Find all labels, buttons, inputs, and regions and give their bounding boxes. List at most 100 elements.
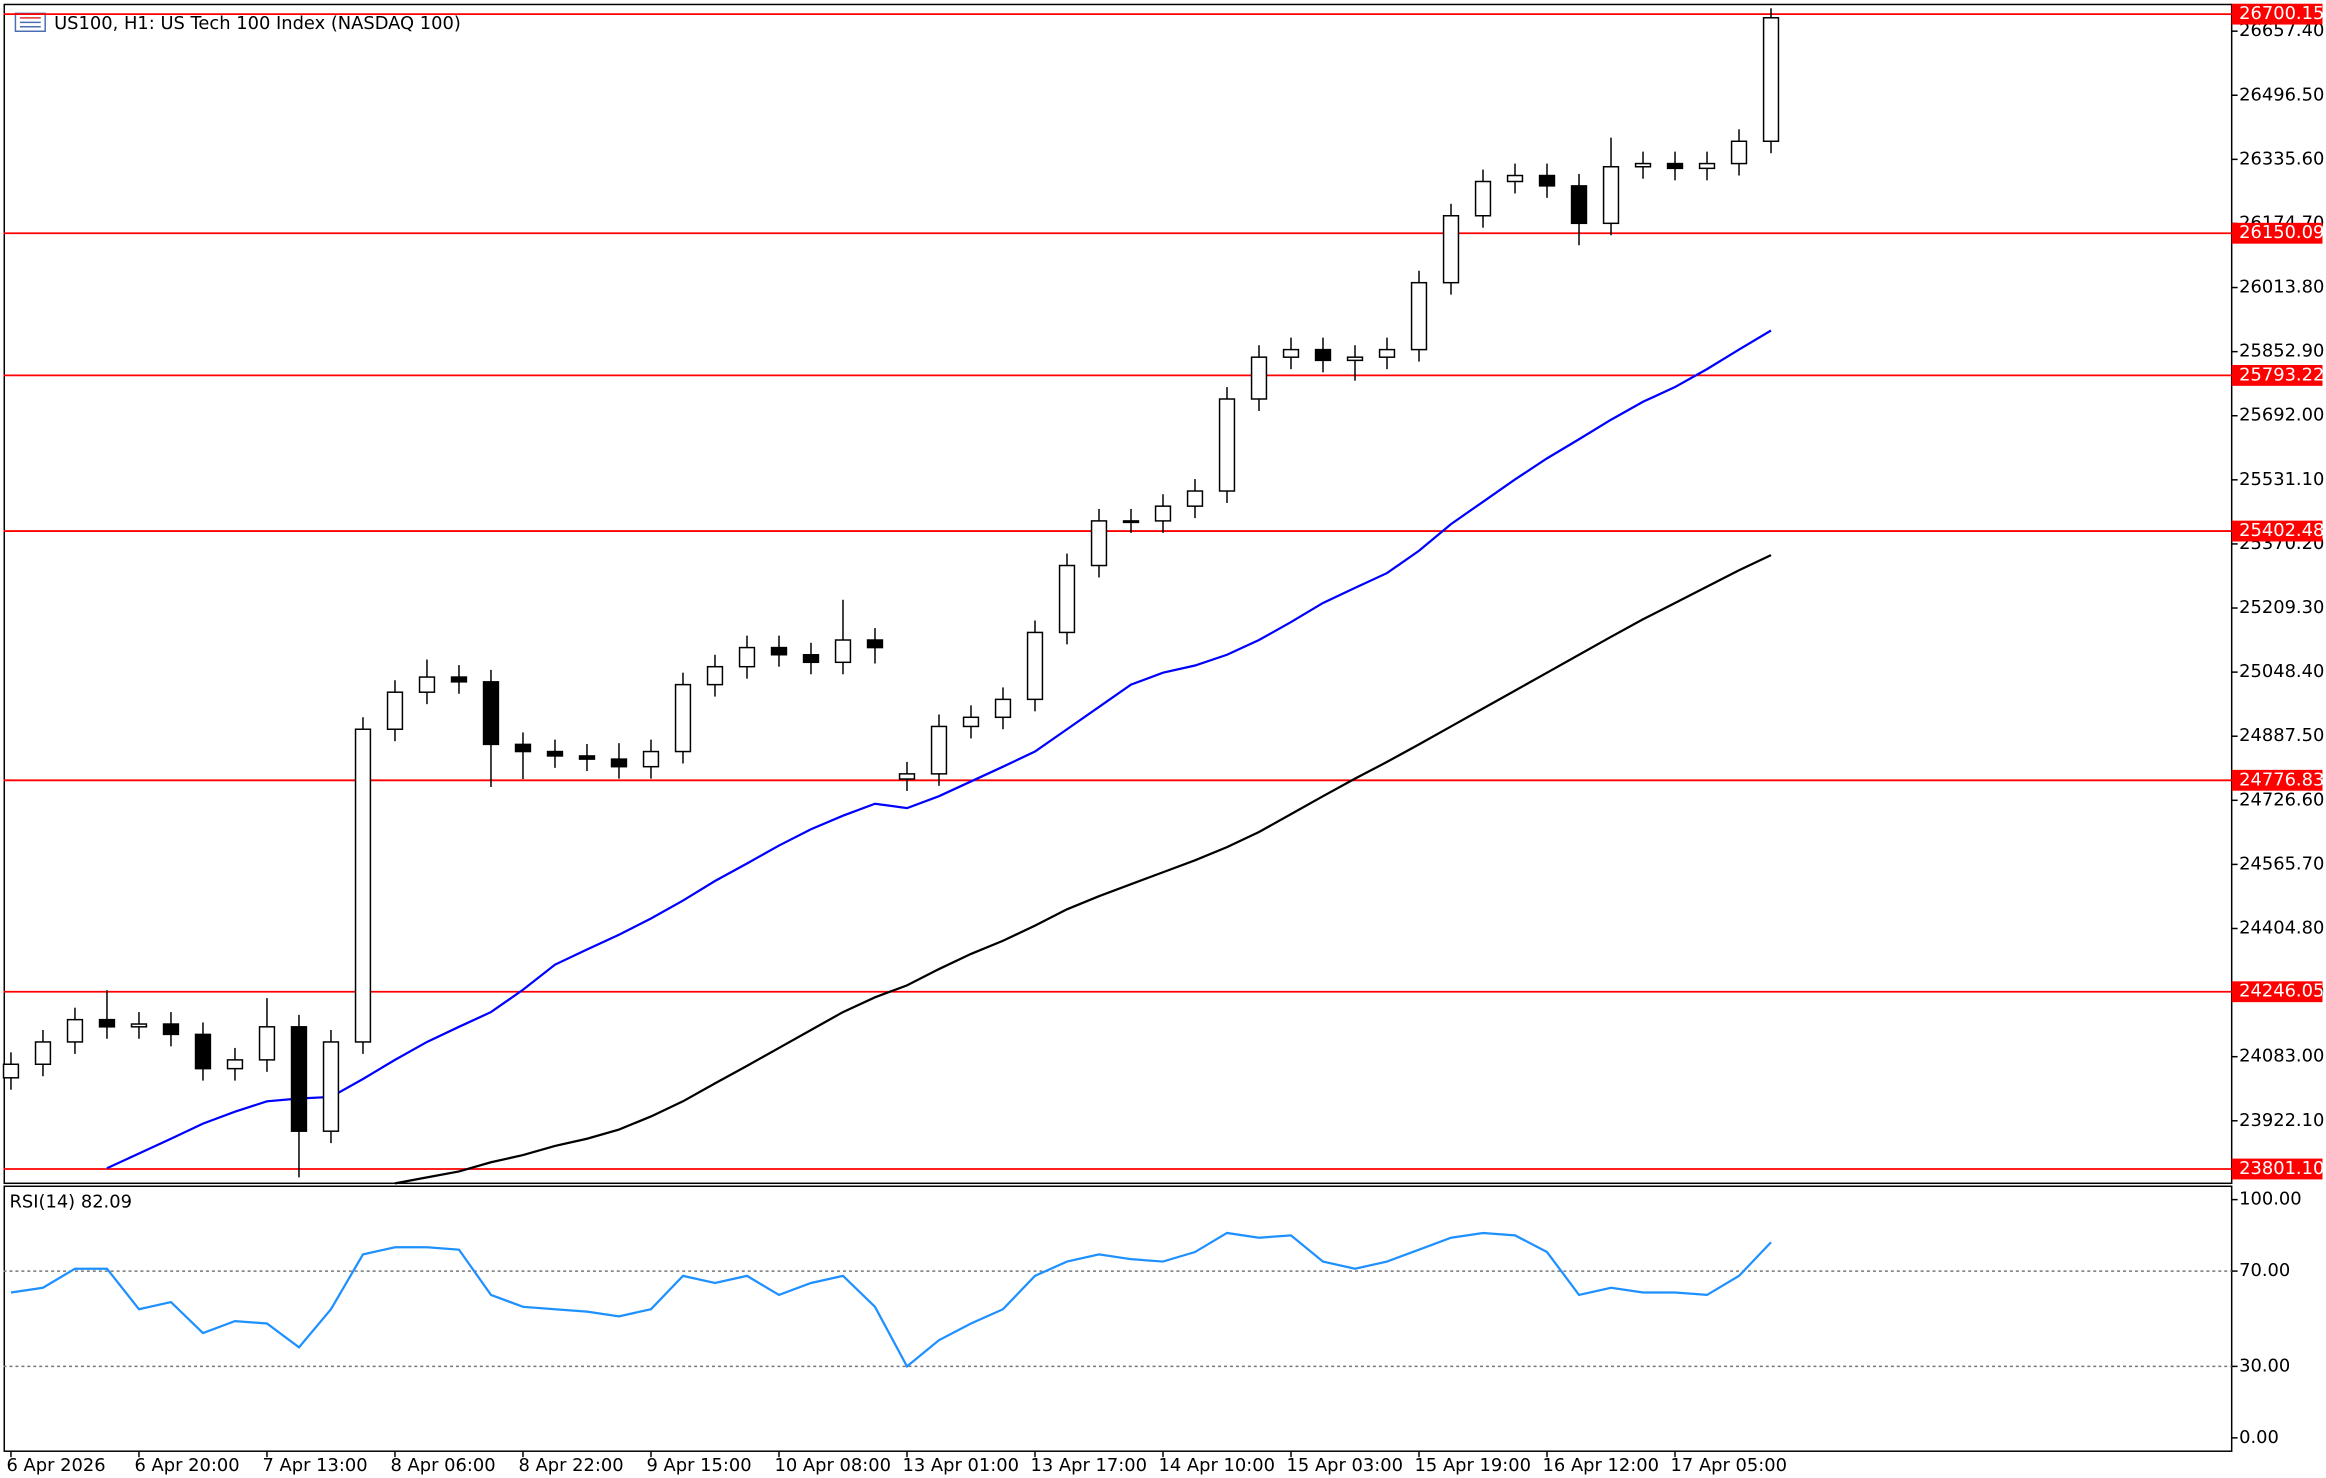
levels xyxy=(3,13,2232,1170)
y-tick-label: 24565.70 xyxy=(2239,853,2324,874)
candle-body xyxy=(1666,162,1684,170)
x-tick-label: 14 Apr 10:00 xyxy=(1159,1455,1275,1476)
symbol-icon xyxy=(14,12,46,33)
candle-body xyxy=(738,646,756,668)
level-tag xyxy=(2231,769,2323,791)
x-tick-label: 8 Apr 06:00 xyxy=(391,1455,496,1476)
rsi-panel xyxy=(3,1185,2233,1452)
candle-body xyxy=(162,1023,180,1036)
candle-body xyxy=(866,639,884,649)
level-tag xyxy=(2231,3,2323,25)
candle-body xyxy=(1506,174,1524,183)
rsi-y-tick-label: 0.00 xyxy=(2239,1427,2279,1448)
x-tick-label: 15 Apr 03:00 xyxy=(1287,1455,1403,1476)
y-tick-label: 26013.80 xyxy=(2239,277,2324,298)
y-tick-label: 24404.80 xyxy=(2239,918,2324,939)
candle-body xyxy=(1442,215,1460,284)
candle-body xyxy=(1314,348,1332,362)
candle-body xyxy=(578,755,596,760)
x-tick-label: 9 Apr 15:00 xyxy=(647,1455,752,1476)
candle-body xyxy=(1602,166,1620,225)
y-tick-label: 25531.10 xyxy=(2239,469,2324,490)
candle-body xyxy=(34,1041,52,1066)
candle-body xyxy=(418,676,436,693)
level-label: 23801.10 xyxy=(2239,1158,2324,1179)
candle-body xyxy=(546,750,564,757)
candle-body xyxy=(962,716,980,728)
candle-body xyxy=(66,1018,84,1043)
candle-body xyxy=(226,1059,244,1070)
candle-body xyxy=(674,683,692,753)
candle-body xyxy=(1538,174,1556,187)
candle-body xyxy=(1474,180,1492,217)
x-tick-label: 17 Apr 05:00 xyxy=(1671,1455,1787,1476)
y-tick-label: 24726.60 xyxy=(2239,789,2324,810)
candle-body xyxy=(1186,490,1204,507)
candle-body xyxy=(770,646,788,656)
candle-body xyxy=(194,1033,212,1070)
candle-body xyxy=(1090,520,1108,567)
x-tick-label: 15 Apr 19:00 xyxy=(1415,1455,1531,1476)
level-label: 25793.22 xyxy=(2239,364,2324,385)
candle-body xyxy=(386,691,404,730)
candle-body xyxy=(1410,281,1428,351)
candle-body xyxy=(1378,348,1396,358)
x-tick-label: 8 Apr 22:00 xyxy=(519,1455,624,1476)
level-tag xyxy=(2231,1158,2323,1180)
candle-body xyxy=(450,676,468,683)
candle-body xyxy=(322,1041,340,1132)
candle-body xyxy=(834,639,852,664)
x-tick-label: 13 Apr 01:00 xyxy=(903,1455,1019,1476)
x-tick-label: 13 Apr 17:00 xyxy=(1031,1455,1147,1476)
candle-body xyxy=(2,1063,20,1079)
candle-body xyxy=(130,1023,148,1028)
moving-average xyxy=(106,329,1772,1170)
candle-body xyxy=(802,654,820,664)
candle-body xyxy=(1730,140,1748,165)
level-label: 25402.48 xyxy=(2239,520,2324,541)
candle-body xyxy=(642,750,660,768)
candle-body xyxy=(1634,162,1652,168)
level-tag xyxy=(2231,222,2323,244)
x-tick-label: 16 Apr 12:00 xyxy=(1543,1455,1659,1476)
candle-body xyxy=(706,665,724,686)
candle-body xyxy=(98,1018,116,1028)
x-tick-label: 7 Apr 13:00 xyxy=(263,1455,368,1476)
candle-body xyxy=(1250,356,1268,400)
level-tag xyxy=(2231,981,2323,1003)
y-tick-label: 25209.30 xyxy=(2239,597,2324,618)
level-tag xyxy=(2231,520,2323,542)
level-tag xyxy=(2231,364,2323,386)
candle-body xyxy=(610,758,628,768)
candle-body xyxy=(1026,631,1044,701)
y-tick-label: 24083.00 xyxy=(2239,1046,2324,1067)
candle-body xyxy=(898,773,916,780)
candle-body xyxy=(1122,520,1140,524)
candle-body xyxy=(482,681,500,746)
x-tick-label: 10 Apr 08:00 xyxy=(775,1455,891,1476)
candle-body xyxy=(994,698,1012,719)
x-tick-label: 6 Apr 20:00 xyxy=(135,1455,240,1476)
level-label: 24246.05 xyxy=(2239,981,2324,1002)
y-tick-label: 25692.00 xyxy=(2239,405,2324,426)
y-tick-label: 26335.60 xyxy=(2239,148,2324,169)
candle-body xyxy=(1058,564,1076,634)
candle-body xyxy=(1762,17,1780,143)
level-label: 26150.09 xyxy=(2239,222,2324,243)
candle-body xyxy=(514,743,532,753)
rsi-title: RSI(14) 82.09 xyxy=(9,1192,131,1213)
candle-body xyxy=(1570,185,1588,225)
candle-body xyxy=(1346,356,1364,362)
y-tick-label: 23922.10 xyxy=(2239,1110,2324,1131)
y-tick-label: 25852.90 xyxy=(2239,341,2324,362)
chart-title: US100, H1: US Tech 100 Index (NASDAQ 100… xyxy=(54,13,461,34)
rsi-line xyxy=(10,1231,1772,1369)
candle-body xyxy=(290,1026,308,1132)
y-tick-label: 24887.50 xyxy=(2239,725,2324,746)
y-tick-label: 26657.40 xyxy=(2239,20,2324,41)
moving-average xyxy=(394,554,1772,1185)
rsi-y-tick-label: 100.00 xyxy=(2239,1189,2302,1210)
price-panel xyxy=(3,3,2233,1185)
